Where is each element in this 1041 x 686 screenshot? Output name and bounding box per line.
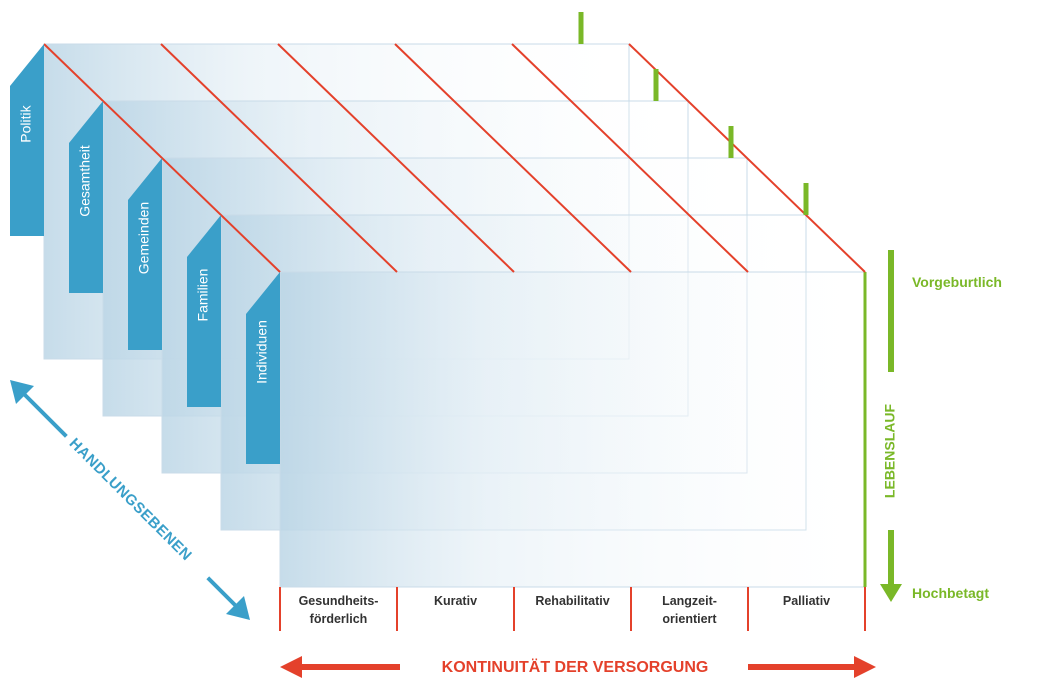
care-column-label: Kurativ: [434, 594, 477, 608]
care-axis: KONTINUITÄT DER VERSORGUNG: [280, 656, 876, 678]
level-tab: Individuen: [246, 272, 280, 464]
levels-axis-arrowhead-bottom: [226, 596, 250, 620]
care-diagonal-line: [511, 43, 749, 273]
care-diagonal-lines: [43, 43, 866, 273]
level-tab-label: Gemeinden: [136, 202, 152, 274]
levels-axis-label-bg: [60, 427, 217, 584]
care-axis-arrowhead-left: [280, 656, 302, 678]
care-column-label: Palliativ: [783, 594, 830, 608]
lifecourse-axis-label: LEBENSLAUF: [882, 404, 898, 499]
care-diagonal-line: [160, 43, 398, 273]
level-panel: [279, 271, 866, 588]
care-diagonal-line: [394, 43, 632, 273]
level-tab: Politik: [10, 44, 44, 236]
care-axis-label: KONTINUITÄT DER VERSORGUNG: [442, 658, 709, 676]
level-panels: [43, 43, 867, 588]
level-tab-label: Familien: [195, 269, 211, 322]
level-tab-shape: [187, 215, 221, 407]
care-column-label: Langzeit-: [662, 594, 717, 608]
level-tab-label: Individuen: [254, 320, 270, 384]
level-tab: Gesamtheit: [69, 101, 103, 293]
level-tab-label: Gesamtheit: [77, 145, 93, 217]
level-tab-shape: [128, 158, 162, 350]
level-tab: Familien: [187, 215, 221, 407]
care-axis-arrowhead-right: [854, 656, 876, 678]
care-columns: Gesundheits-förderlich Kurativ Rehabilitat…: [279, 587, 866, 631]
lifecourse-end-label: Hochbetagt: [912, 585, 989, 601]
care-column-label: Gesundheits-: [299, 594, 379, 608]
care-diagonal-line: [628, 43, 866, 273]
care-column-label: Rehabilitativ: [535, 594, 609, 608]
level-tab-shape: [10, 44, 44, 236]
lifecourse-axis-arrowhead: [880, 584, 902, 602]
care-column-label-line2: orientiert: [662, 612, 717, 626]
level-tab: Gemeinden: [128, 158, 162, 350]
level-tab-shape: [246, 272, 280, 464]
lifecourse-start-label: Vorgeburtlich: [912, 274, 1002, 290]
level-tabs: Politik Gesamtheit Gemeinden Familien Indivi…: [10, 44, 280, 464]
care-column-label-line2: förderlich: [310, 612, 368, 626]
levels-axis-arrowhead-top: [10, 380, 34, 404]
level-tab-label: Politik: [18, 104, 34, 142]
care-diagonal-line: [277, 43, 515, 273]
lifecourse-axis: LEBENSLAUF Vorgeburtlich Hochbetagt: [880, 250, 1002, 602]
lifecourse-ticks: [578, 12, 809, 215]
level-tab-shape: [69, 101, 103, 293]
